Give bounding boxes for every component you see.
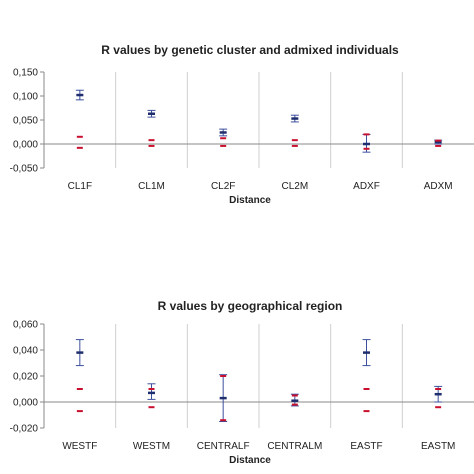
x-axis-label: Distance: [229, 195, 271, 206]
x-axis-label: Distance: [229, 455, 271, 466]
y-tick-label: 0,150: [13, 68, 38, 79]
y-tick-label: 0,050: [13, 116, 38, 127]
y-tick-label: 0,060: [13, 320, 38, 331]
x-tick-label: ADXM: [424, 181, 453, 192]
x-tick-label: CL2F: [211, 181, 235, 192]
x-tick-label: WESTF: [62, 441, 97, 452]
chart-genetic-cluster: R values by genetic cluster and admixed …: [0, 0, 474, 230]
y-tick-label: -0,050: [10, 164, 39, 175]
y-tick-label: -0,020: [10, 424, 39, 435]
x-tick-label: ADXF: [353, 181, 380, 192]
y-tick-label: 0,000: [13, 140, 38, 151]
chart-title: R values by geographical region: [158, 299, 343, 313]
x-tick-label: CENTRALM: [267, 441, 322, 452]
chart-genetic-cluster-svg: R values by genetic cluster and admixed …: [10, 43, 474, 206]
y-tick-label: 0,020: [13, 372, 38, 383]
chart-geographical-region: R values by geographical region -0,020 0,…: [0, 282, 474, 474]
x-tick-label: CL2M: [281, 181, 308, 192]
x-tick-label: CL1F: [68, 181, 92, 192]
chart-title: R values by genetic cluster and admixed …: [101, 43, 399, 57]
plot-area: -0,020 0,000 0,020 0,040 0,060 WESTF WESTM CENT…: [10, 320, 474, 452]
y-tick-label: 0,000: [13, 398, 38, 409]
plot-area: -0,050 0,000 0,050 0,100 0,150 CL1F CL1M CL2F CL…: [10, 68, 474, 192]
x-tick-label: EASTF: [350, 441, 382, 452]
x-tick-label: CL1M: [138, 181, 165, 192]
x-tick-label: EASTM: [421, 441, 455, 452]
x-tick-label: WESTM: [133, 441, 170, 452]
y-tick-label: 0,100: [13, 92, 38, 103]
y-tick-label: 0,040: [13, 346, 38, 357]
chart-geographical-region-svg: R values by geographical region -0,020 0,…: [10, 299, 474, 466]
x-tick-label: CENTRALF: [197, 441, 250, 452]
